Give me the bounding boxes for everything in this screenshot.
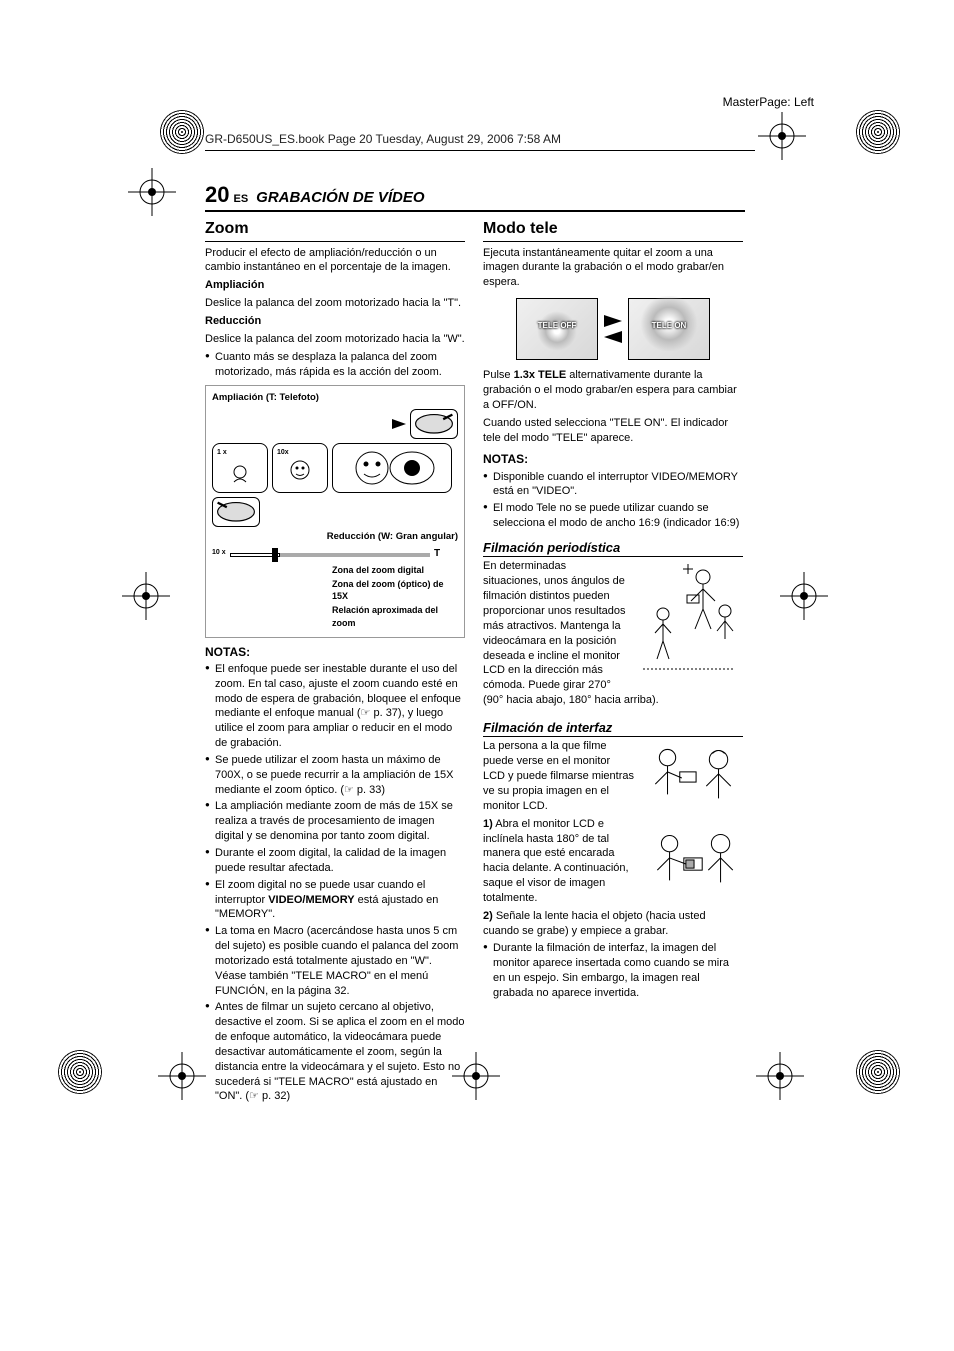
header-rule [205,150,755,151]
zoom-scale-bar: 10 x T [212,548,458,562]
page-header: 20 ES GRABACIÓN DE VÍDEO [205,182,745,212]
zone-rel: Relación aproximada del zoom [332,604,458,628]
ampliacion-text: Deslice la palanca del zoom motorizado h… [205,296,465,311]
tele-p2: Cuando usted selecciona "TELE ON". El in… [483,416,743,446]
regmark-icon [122,572,170,620]
tele-arrows [604,315,622,343]
regmark-icon [452,1052,500,1100]
regmark-icon [158,1052,206,1100]
diag-amp-label: Ampliación (T: Telefoto) [212,392,458,405]
note-item: La ampliación mediante zoom de más de 15… [205,799,465,844]
regmark-icon [758,112,806,160]
zoom-diagram: Ampliación (T: Telefoto) 1 x [205,385,465,637]
section-title: GRABACIÓN DE VÍDEO [256,189,424,206]
lever-t-illus [410,409,458,439]
content: 20 ES GRABACIÓN DE VÍDEO Zoom Producir e… [205,182,745,1106]
zoom-mid-illus: 10x [272,443,328,493]
regmark-icon [780,572,828,620]
zoom-speed-note: Cuanto más se desplaza la palanca del zo… [205,350,465,380]
zoom-tele-illus [332,443,452,493]
tele-heading: Modo tele [483,218,743,242]
arrow-left-icon [604,331,622,343]
corner-decor [58,1050,102,1094]
zone-optic: Zona del zoom (óptico) de 15X [332,578,458,602]
page-lang: ES [233,193,248,205]
periodistica-illus [633,559,743,679]
zoom-wide-illus: 1 x [212,443,268,493]
interfaz-step2: 2) Señale la lente hacia el objeto (haci… [483,909,743,939]
periodistica-block: En determinadas situaciones, unos ángulo… [483,559,743,710]
zoom-row-top [212,409,458,439]
corner-decor [160,110,204,154]
ampliacion-heading: Ampliación [205,278,465,293]
tele-off-image: TELE OFF [516,298,598,360]
zone-digital: Zona del zoom digital [332,564,458,576]
arrow-right-icon [604,315,622,327]
note-item: El modo Tele no se puede utilizar cuando… [483,501,743,531]
zoom-zone-labels: Zona del zoom digital Zona del zoom (ópt… [332,564,458,629]
page: MasterPage: Left GR-D650US_ES.book Page … [0,0,954,1351]
note-item: Se puede utilizar el zoom hasta un máxim… [205,753,465,798]
zoom-heading: Zoom [205,218,465,242]
masterpage-label: MasterPage: Left [723,95,814,109]
book-line-text: GR-D650US_ES.book Page 20 Tuesday, Augus… [205,132,561,146]
note-item: El zoom digital no se puede usar cuando … [205,878,465,923]
tele-notas-heading: NOTAS: [483,451,743,467]
tele-off-label: TELE OFF [538,321,577,332]
tele-images: TELE OFF TELE ON [483,298,743,360]
regmark-icon [756,1052,804,1100]
left-column: Zoom Producir el efecto de ampliación/re… [205,218,465,1106]
lever-w-illus [212,497,260,527]
note-item: Durante el zoom digital, la calidad de l… [205,846,465,876]
zoom-row-bottom [212,497,458,527]
interfaz-heading: Filmación de interfaz [483,719,743,738]
tele-on-label: TELE ON [652,321,687,332]
page-number: 20 [205,182,229,208]
corner-decor [856,1050,900,1094]
tele-on-image: TELE ON [628,298,710,360]
columns: Zoom Producir el efecto de ampliación/re… [205,218,745,1106]
regmark-icon [128,168,176,216]
tele-intro: Ejecuta instantáneamente quitar el zoom … [483,246,743,291]
notas-heading: NOTAS: [205,644,465,660]
diag-red-label: Reducción (W: Gran angular) [212,531,458,544]
interfaz-block: La persona a la que filme puede verse en… [483,739,743,1000]
zoom-boxes-row: 1 x 10x [212,443,458,493]
periodistica-heading: Filmación periodística [483,539,743,558]
zoom-speed-bullet: Cuanto más se desplaza la palanca del zo… [205,350,465,380]
interfaz-illus [641,739,743,907]
note-item: El enfoque puede ser inestable durante e… [205,662,465,751]
reduccion-text: Deslice la palanca del zoom motorizado h… [205,332,465,347]
reduccion-heading: Reducción [205,314,465,329]
zoom-intro: Producir el efecto de ampliación/reducci… [205,246,465,276]
note-item: Disponible cuando el interruptor VIDEO/M… [483,470,743,500]
corner-decor [856,110,900,154]
note-item: Durante la filmación de interfaz, la ima… [483,941,743,1000]
note-item: La toma en Macro (acercándose hasta unos… [205,924,465,998]
zoom-notes-list: El enfoque puede ser inestable durante e… [205,662,465,1104]
tele-notes-list: Disponible cuando el interruptor VIDEO/M… [483,470,743,531]
arrow-icon [392,419,406,429]
note-item: Antes de filmar un sujeto cercano al obj… [205,1000,465,1104]
book-header: GR-D650US_ES.book Page 20 Tuesday, Augus… [205,132,755,162]
tele-p1: Pulse 1.3x TELE alternativamente durante… [483,368,743,413]
right-column: Modo tele Ejecuta instantáneamente quita… [483,218,743,1106]
interfaz-notes: Durante la filmación de interfaz, la ima… [483,941,743,1000]
